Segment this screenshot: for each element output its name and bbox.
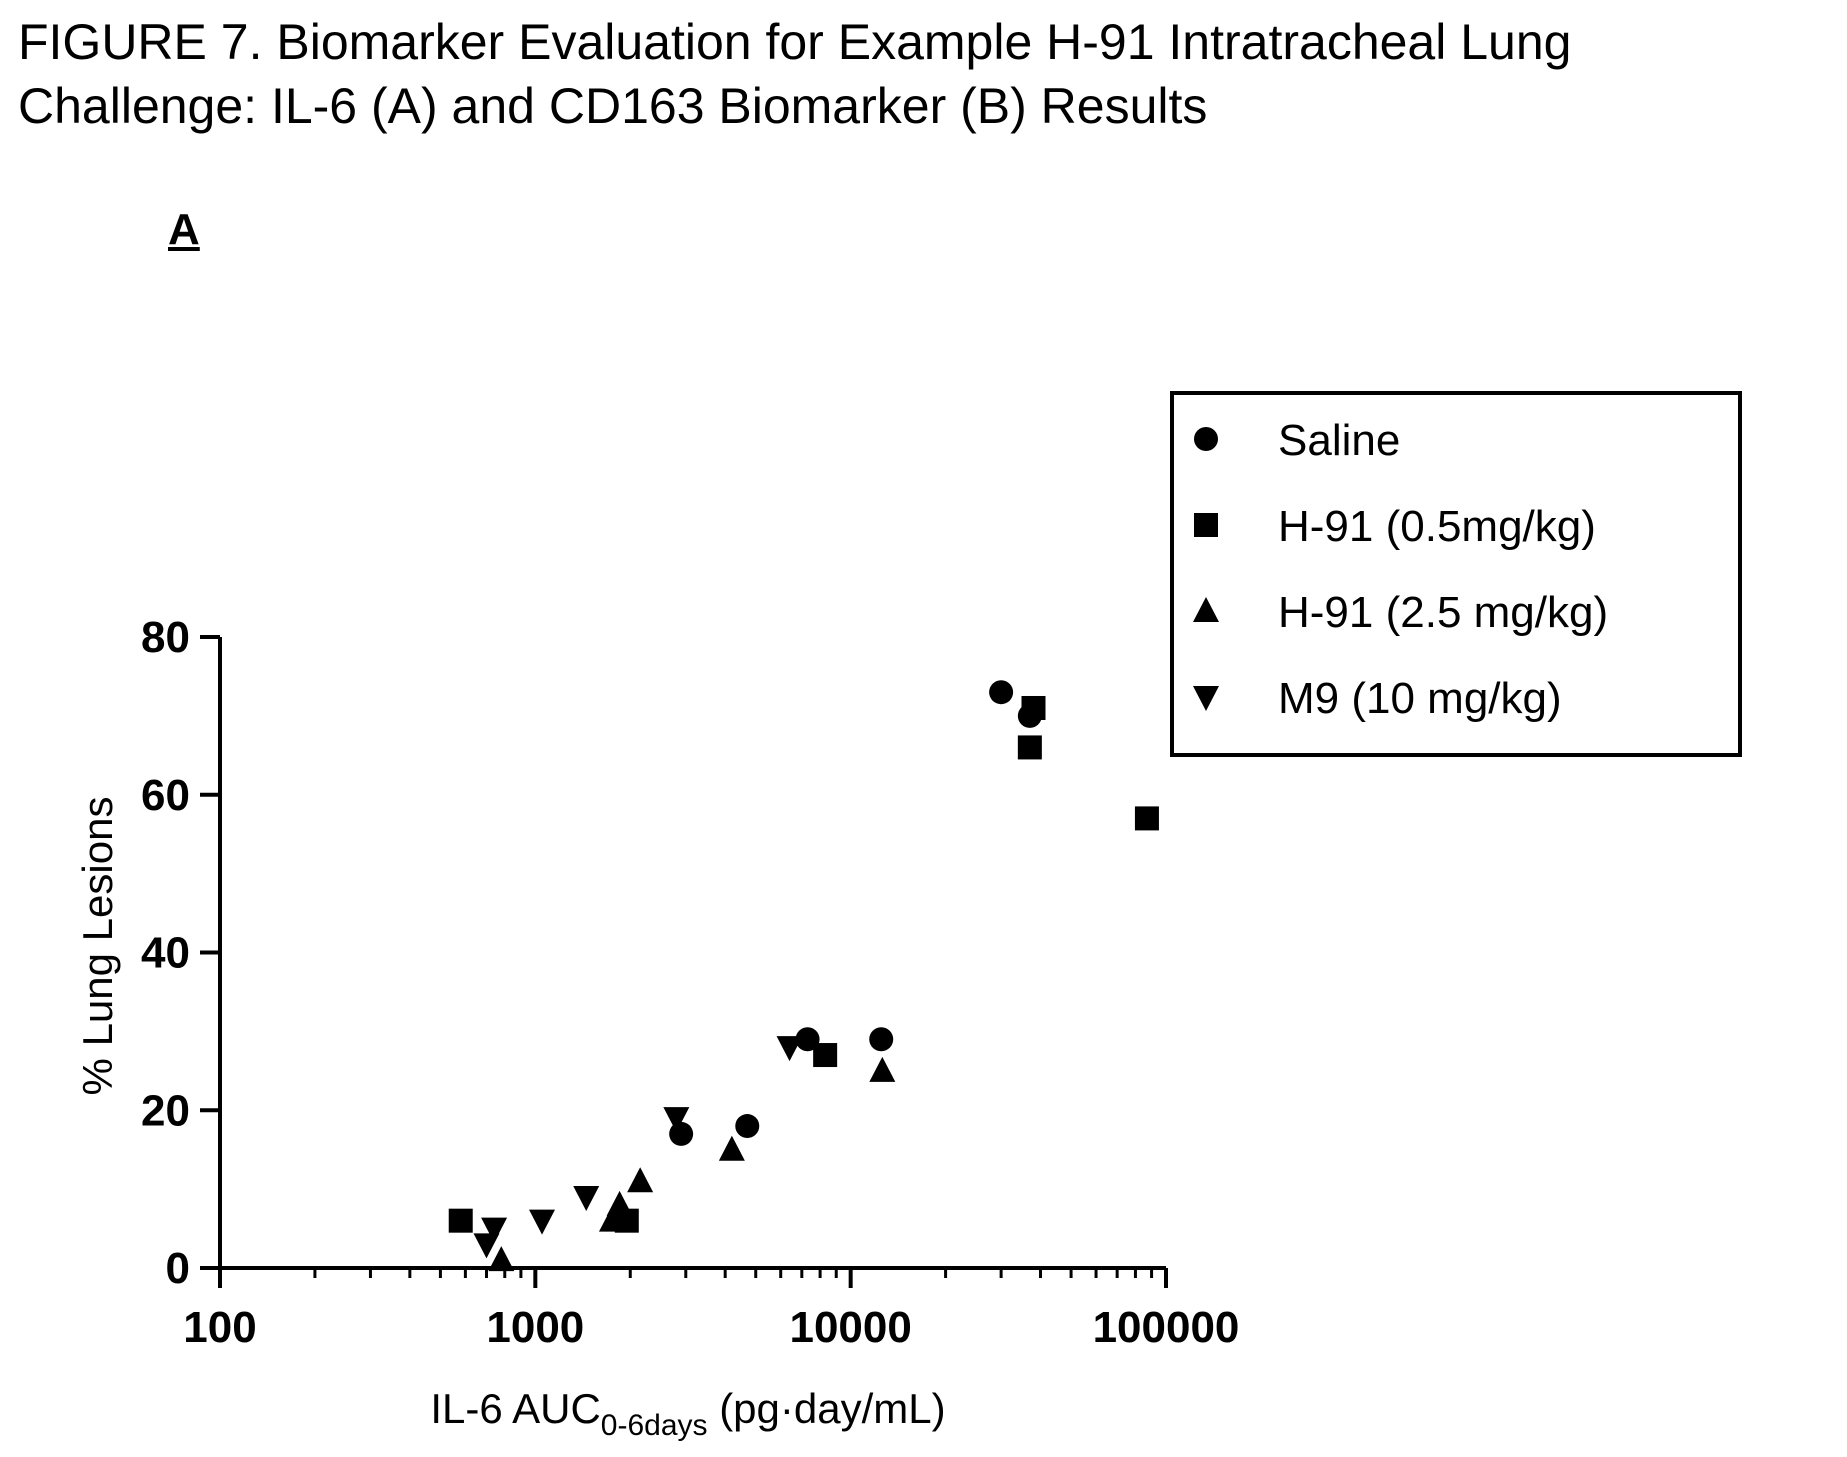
data-point — [1134, 806, 1159, 831]
legend-marker — [1193, 597, 1219, 622]
legend-label: H-91 (2.5 mg/kg) — [1278, 588, 1608, 637]
data-point — [1017, 735, 1042, 760]
data-point — [448, 1208, 473, 1233]
data-point — [989, 680, 1014, 705]
legend-marker — [1193, 686, 1219, 711]
x-axis-title-unit: (pg·day/mL) — [708, 1385, 946, 1432]
x-axis-title-subscript: 0-6days — [601, 1409, 708, 1442]
figure-title-line-2: Challenge: IL-6 (A) and CD163 Biomarker … — [18, 78, 1208, 134]
y-tick-label: 80 — [141, 613, 190, 662]
figure-title-line-1: FIGURE 7. Biomarker Evaluation for Examp… — [18, 14, 1572, 70]
x-tick-label: 100000 — [1093, 1303, 1240, 1352]
data-point — [627, 1167, 654, 1193]
legend-entry-3: H-91 (2.5 mg/kg) — [1193, 588, 1608, 637]
x-axis-title: IL-6 AUC0-6days (pg·day/mL) — [430, 1385, 945, 1442]
data-point — [735, 1114, 760, 1139]
y-tick-label: 40 — [141, 929, 190, 978]
legend-label: H-91 (0.5mg/kg) — [1278, 502, 1596, 551]
data-point — [529, 1209, 556, 1235]
legend-label: Saline — [1278, 416, 1400, 465]
legend-label: M9 (10 mg/kg) — [1278, 674, 1562, 723]
figure-title: FIGURE 7. Biomarker Evaluation for Examp… — [18, 10, 1838, 138]
legend-box — [1170, 391, 1742, 757]
data-point — [488, 1246, 515, 1272]
legend-items: Saline H-91 (0.5mg/kg) H-91 (2.5 mg/kg) M9 … — [1193, 416, 1608, 723]
data-point — [573, 1186, 600, 1212]
data-point — [663, 1107, 690, 1133]
legend-entry-2: H-91 (0.5mg/kg) — [1194, 502, 1596, 551]
data-point — [718, 1135, 745, 1161]
series-2 — [448, 695, 1159, 1233]
legend: Saline H-91 (0.5mg/kg) H-91 (2.5 mg/kg) M9 … — [1170, 391, 1742, 757]
data-point — [869, 1056, 896, 1082]
data-point — [776, 1036, 803, 1062]
x-tick-label: 10000 — [789, 1303, 911, 1352]
data-point — [598, 1206, 625, 1232]
y-tick-label: 60 — [141, 771, 190, 820]
legend-marker — [1194, 427, 1218, 451]
data-point — [869, 1027, 894, 1052]
y-tick-label: 20 — [141, 1086, 190, 1135]
data-point — [481, 1217, 508, 1243]
legend-entry-4: M9 (10 mg/kg) — [1193, 674, 1562, 723]
chart-axes — [218, 637, 1166, 1270]
data-point — [606, 1190, 633, 1216]
series-4 — [473, 1036, 803, 1259]
y-tick-label: 0 — [166, 1244, 190, 1293]
legend-marker — [1194, 513, 1218, 537]
y-axis-title: % Lung Lesions — [74, 797, 121, 1096]
panel-label: A — [168, 205, 200, 254]
x-tick-label: 1000 — [486, 1303, 584, 1352]
x-axis-title-main: IL-6 AUC — [430, 1385, 600, 1432]
y-axis-ticks: 0 20 40 60 80 — [141, 613, 220, 1293]
data-point — [813, 1043, 838, 1068]
series-3 — [488, 1056, 896, 1272]
data-points — [448, 680, 1159, 1272]
data-point — [1021, 695, 1046, 720]
x-axis-ticks: 100 1000 10000 100000 — [183, 1268, 1239, 1352]
series-1 — [669, 680, 1042, 1146]
data-point — [669, 1121, 694, 1146]
x-tick-label: 100 — [183, 1303, 256, 1352]
legend-entry-1: Saline — [1194, 416, 1400, 465]
